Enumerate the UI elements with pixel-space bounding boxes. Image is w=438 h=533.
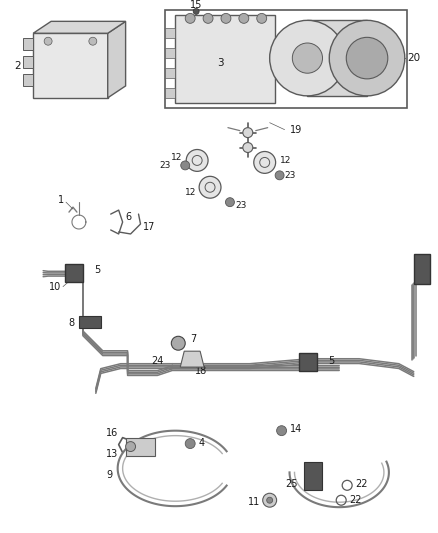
Circle shape — [221, 13, 231, 23]
Text: 5: 5 — [94, 265, 100, 274]
Circle shape — [257, 13, 267, 23]
Bar — [300, 353, 318, 371]
Circle shape — [243, 127, 253, 138]
Text: 6: 6 — [126, 212, 132, 222]
Polygon shape — [33, 21, 126, 33]
Circle shape — [226, 198, 234, 207]
Text: 14: 14 — [290, 424, 302, 434]
Bar — [166, 68, 175, 78]
Text: 9: 9 — [106, 471, 113, 480]
Circle shape — [267, 497, 272, 503]
Text: 17: 17 — [142, 222, 155, 232]
Text: 15: 15 — [190, 1, 202, 11]
Polygon shape — [180, 351, 204, 367]
Text: 12: 12 — [185, 188, 196, 197]
Bar — [23, 74, 33, 86]
Circle shape — [239, 13, 249, 23]
Bar — [166, 48, 175, 58]
Bar — [166, 28, 175, 38]
Text: 3: 3 — [217, 58, 223, 68]
Circle shape — [292, 43, 322, 73]
Text: 18: 18 — [195, 366, 208, 376]
Text: 24: 24 — [151, 356, 163, 366]
Circle shape — [185, 439, 195, 449]
Circle shape — [243, 142, 253, 152]
Text: 12: 12 — [171, 153, 182, 162]
Circle shape — [126, 442, 135, 451]
Bar — [166, 88, 175, 98]
Text: 2: 2 — [14, 61, 21, 71]
Text: 11: 11 — [247, 497, 260, 507]
Bar — [304, 463, 322, 490]
Polygon shape — [108, 21, 126, 98]
Circle shape — [186, 149, 208, 172]
Bar — [307, 20, 367, 96]
Bar — [175, 15, 275, 103]
Text: 23: 23 — [159, 161, 170, 170]
Circle shape — [270, 20, 345, 96]
Circle shape — [181, 161, 190, 170]
Text: 1: 1 — [58, 195, 64, 205]
Circle shape — [193, 9, 199, 14]
Text: 4: 4 — [198, 438, 204, 448]
Circle shape — [254, 151, 276, 173]
Circle shape — [199, 176, 221, 198]
Text: 22: 22 — [349, 495, 362, 505]
Bar — [65, 264, 83, 281]
Bar — [23, 38, 33, 50]
Text: 23: 23 — [285, 171, 296, 180]
Text: 10: 10 — [49, 281, 61, 292]
Text: 20: 20 — [407, 53, 420, 63]
Text: 23: 23 — [235, 200, 246, 209]
Bar — [166, 11, 407, 108]
Bar — [79, 317, 101, 328]
Circle shape — [346, 37, 388, 79]
Bar — [23, 56, 33, 68]
Text: 19: 19 — [290, 125, 302, 135]
Text: 13: 13 — [106, 448, 119, 458]
Polygon shape — [33, 33, 108, 98]
Circle shape — [89, 37, 97, 45]
Text: 25: 25 — [285, 479, 297, 489]
Text: 12: 12 — [279, 156, 291, 165]
Circle shape — [277, 426, 286, 435]
Text: 5: 5 — [328, 356, 335, 366]
Circle shape — [275, 171, 284, 180]
Text: 7: 7 — [190, 334, 196, 344]
Bar — [126, 438, 155, 456]
Text: 16: 16 — [106, 427, 119, 438]
Bar — [414, 254, 430, 284]
Circle shape — [263, 493, 277, 507]
Text: 22: 22 — [355, 479, 367, 489]
Text: 8: 8 — [69, 318, 75, 328]
Circle shape — [329, 20, 405, 96]
Circle shape — [171, 336, 185, 350]
Circle shape — [203, 13, 213, 23]
Circle shape — [185, 13, 195, 23]
Circle shape — [44, 37, 52, 45]
